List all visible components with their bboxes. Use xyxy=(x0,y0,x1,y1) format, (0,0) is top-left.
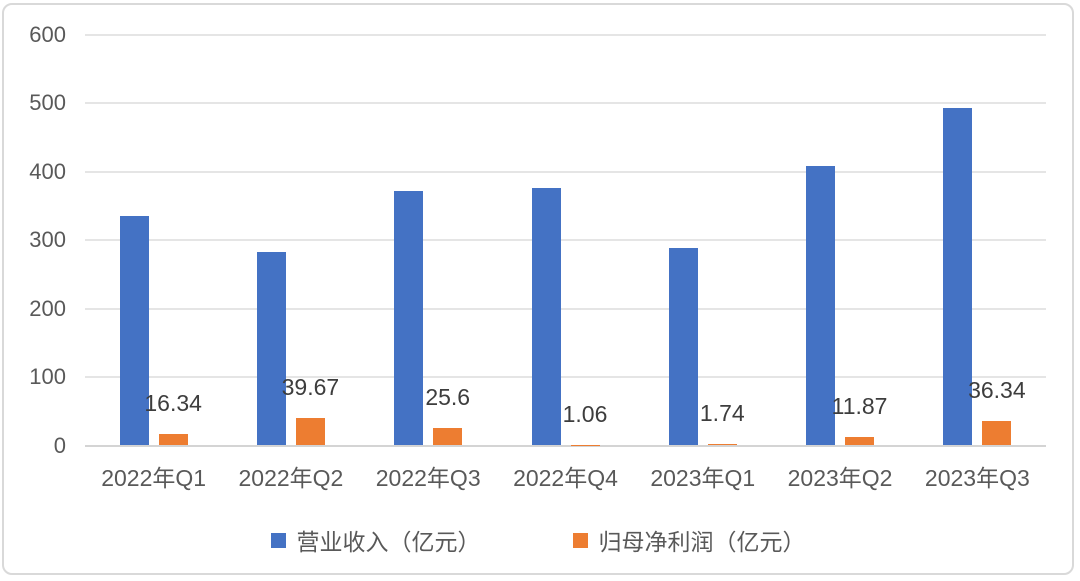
y-axis-tick-label: 0 xyxy=(53,432,66,458)
profit-bar xyxy=(570,444,600,446)
y-axis-tick-label: 600 xyxy=(29,22,66,47)
revenue-bar xyxy=(943,107,973,446)
y-axis-tick-label: 400 xyxy=(29,158,66,184)
legend: 营业收入（亿元） 归母净利润（亿元） xyxy=(4,523,1072,557)
gridline xyxy=(85,376,1046,379)
gridline xyxy=(85,102,1046,105)
x-axis-category-label: 2023年Q2 xyxy=(787,465,893,491)
revenue-bar xyxy=(119,216,149,446)
profit-data-label: 1.06 xyxy=(562,400,608,427)
y-axis-tick-label: 300 xyxy=(29,227,66,253)
profit-data-label: 39.67 xyxy=(281,374,340,401)
y-axis-tick-label: 500 xyxy=(29,90,66,116)
legend-label-profit: 归母净利润（亿元） xyxy=(598,529,806,555)
x-axis-line xyxy=(85,444,1046,447)
profit-data-label: 1.74 xyxy=(699,400,745,427)
legend-item-revenue: 营业收入（亿元） xyxy=(270,523,481,557)
profit-bar xyxy=(158,434,188,446)
profit-bar xyxy=(845,437,875,446)
revenue-bar xyxy=(394,190,424,446)
x-axis-category-label: 2022年Q4 xyxy=(513,465,618,491)
y-axis-tick-label: 200 xyxy=(29,295,66,321)
x-axis-category-label: 2022年Q2 xyxy=(238,465,344,491)
gridline xyxy=(85,34,1046,36)
x-axis-category-label: 2023年Q3 xyxy=(924,465,1030,491)
revenue-bar xyxy=(531,188,561,446)
y-axis-tick-label: 100 xyxy=(29,364,66,390)
profit-bar xyxy=(982,420,1012,446)
x-axis-category-label: 2022年Q1 xyxy=(101,465,207,491)
revenue-bar xyxy=(256,251,286,446)
gridline xyxy=(85,239,1046,242)
profit-bar xyxy=(707,444,737,446)
revenue-bar xyxy=(806,166,836,446)
gridline xyxy=(85,170,1046,173)
gridline xyxy=(85,307,1046,310)
legend-label-revenue: 营业收入（亿元） xyxy=(296,529,481,555)
chart-card: 0 100 200 300 400 500 600 16.34 2022年Q1 39.67 2022… xyxy=(2,3,1074,575)
profit-data-label: 16.34 xyxy=(144,390,202,417)
legend-swatch-profit-icon xyxy=(572,532,588,548)
bar-chart-plot-area: 0 100 200 300 400 500 600 16.34 2022年Q1 39.67 2022… xyxy=(4,5,1072,573)
revenue-bar xyxy=(668,247,698,446)
profit-data-label: 25.6 xyxy=(425,383,471,410)
x-axis-category-label: 2022年Q3 xyxy=(375,465,481,491)
profit-data-label: 36.34 xyxy=(968,376,1026,403)
profit-data-label: 11.87 xyxy=(831,393,888,420)
profit-bar xyxy=(433,427,463,446)
legend-item-profit: 归母净利润（亿元） xyxy=(572,523,806,557)
profit-bar xyxy=(295,418,325,446)
x-axis-category-label: 2023年Q1 xyxy=(650,465,756,491)
legend-swatch-revenue-icon xyxy=(270,532,286,548)
